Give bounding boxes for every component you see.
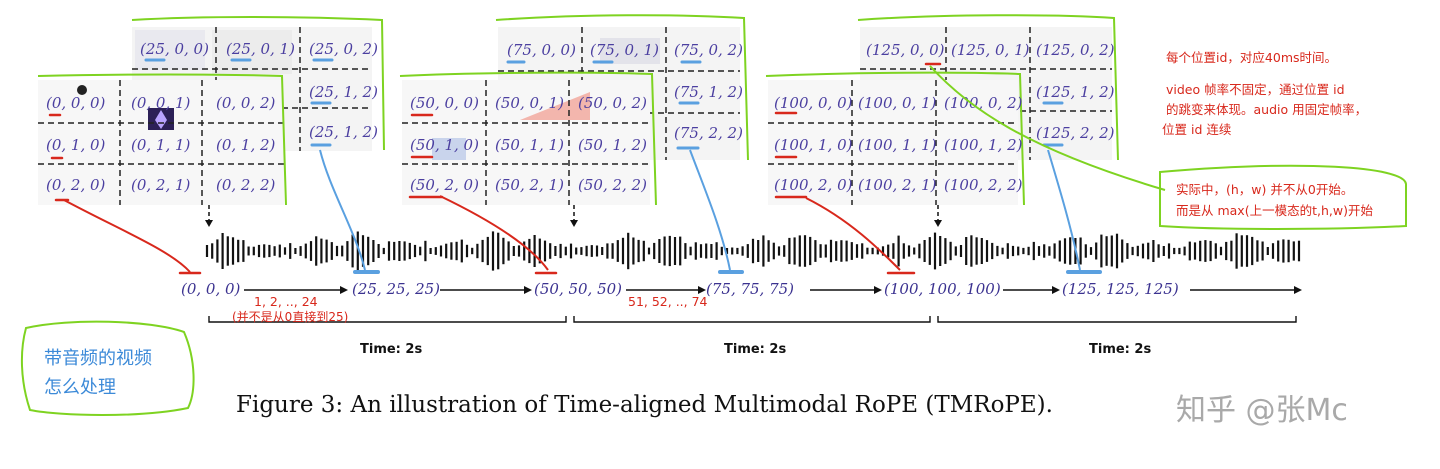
cell-t100-r0-c0: (100, 0, 0) [774,94,853,112]
audio-waveform [205,231,1301,271]
cell-t100-r1-c1: (100, 1, 1) [858,136,937,154]
mid-note-line1: 实际中，(h，w) 并不从0开始。 [1176,182,1353,197]
cell-t100-r1-c0: (100, 1, 0) [774,136,853,154]
cell-t125-r0-c2: (125, 0, 2) [1036,41,1115,59]
cell-t50-r0-c0: (50, 0, 0) [410,94,479,112]
mid-note-line2: 而是从 max(上一模态的t,h,w)开始 [1176,203,1373,218]
cell-t50-r0-c1: (50, 0, 1) [495,94,564,112]
cell-t75-r2-c2: (75, 2, 2) [674,124,743,142]
cell-t50-r0-c2: (50, 0, 2) [578,94,647,112]
cell-t0-r0-c1: (0, 0, 1) [131,94,191,112]
cell-t100-r2-c2: (100, 2, 2) [944,176,1023,194]
cell-t75-r0-c0: (75, 0, 0) [507,41,576,59]
audio-pos-25: (25, 25, 25) [352,280,440,298]
cell-t25-r2-c2: (25, 1, 2) [309,123,378,141]
cell-t25-r0-c0: (25, 0, 0) [140,40,209,58]
red-underlines [48,62,942,202]
video-frame-t0: (0, 0, 0) (0, 0, 1) (0, 0, 2) (0, 1, 0) … [37,73,287,206]
cell-t100-r0-c1: (100, 0, 1) [858,94,937,112]
audio-pos-100: (100, 100, 100) [884,280,1001,298]
cell-t125-r1-c2: (125, 1, 2) [1036,83,1115,101]
audio-pos-125: (125, 125, 125) [1062,280,1179,298]
left-note-outline [20,320,195,416]
right-note-line3: 的跳变来体现。audio 用固定帧率， [1166,102,1367,117]
cell-t0-r0-c0: (0, 0, 0) [46,94,106,112]
video-frame-t50: (50, 0, 0) (50, 0, 1) (50, 0, 2) (50, 1,… [399,71,657,206]
cell-t100-r2-c1: (100, 2, 1) [858,176,937,194]
audio-pos-75: (75, 75, 75) [706,280,794,298]
cell-t0-r1-c1: (0, 1, 1) [131,136,191,154]
cell-t100-r0-c2: (100, 0, 2) [944,94,1023,112]
range-note-1-sub: (并不是从0直接到25) [232,309,348,324]
cell-t75-r0-c1: (75, 0, 1) [590,41,659,59]
cell-t0-r2-c2: (0, 2, 2) [216,176,276,194]
cell-t100-r2-c0: (100, 2, 0) [774,176,853,194]
cell-t75-r0-c2: (75, 0, 2) [674,41,743,59]
right-note-line4: 位置 id 连续 [1162,122,1231,137]
cell-t25-r1-c2: (25, 1, 2) [309,83,378,101]
left-note-line1: 带音频的视频 [44,348,152,369]
right-note: 每个位置id，对应40ms时间。 video 帧率不固定，通过位置 id 的跳变… [1162,50,1367,137]
cell-t75-r1-c2: (75, 1, 2) [674,83,743,101]
watermark: 知乎 @张Mc [1176,393,1348,428]
time-brackets [208,316,1297,323]
annotation-curves [63,65,1166,273]
mid-note-outline [1159,164,1407,230]
cell-t0-r2-c0: (0, 2, 0) [46,176,106,194]
cell-t0-r2-c1: (0, 2, 1) [131,176,191,194]
cell-t0-r0-c2: (0, 0, 2) [216,94,276,112]
time-label-1: Time: 2s [360,342,422,357]
cell-t0-r1-c2: (0, 1, 2) [216,136,276,154]
cell-t25-r0-c1: (25, 0, 1) [226,40,295,58]
right-note-line2: video 帧率不固定，通过位置 id [1166,82,1345,97]
range-note-2: 51, 52, .., 74 [628,294,708,309]
cell-t50-r1-c2: (50, 1, 2) [578,136,647,154]
left-note-line2: 怎么处理 [44,377,116,398]
cell-t125-r0-c1: (125, 0, 1) [951,41,1030,59]
blue-underlines [144,58,1064,150]
audio-pos-0: (0, 0, 0) [181,280,241,298]
cell-t100-r1-c2: (100, 1, 2) [944,136,1023,154]
right-note-line1: 每个位置id，对应40ms时间。 [1166,50,1337,65]
cell-t125-r0-c0: (125, 0, 0) [866,41,945,59]
time-label-3: Time: 2s [1089,342,1151,357]
cell-t25-r0-c2: (25, 0, 2) [309,40,378,58]
cell-t50-r1-c0: (50, 1, 0) [410,136,479,154]
cell-t50-r1-c1: (50, 1, 1) [495,136,564,154]
cell-t50-r2-c1: (50, 2, 1) [495,176,564,194]
figure-caption: Figure 3: An illustration of Time-aligne… [236,392,1053,418]
cell-t0-r1-c0: (0, 1, 0) [46,136,106,154]
frame-drop-arrows [208,205,939,222]
audio-position-ids: (0, 0, 0) (25, 25, 25) (50, 50, 50) (75,… [181,280,1179,298]
video-frame-t100: (100, 0, 0) (100, 0, 1) (100, 0, 2) (100… [765,71,1025,206]
cell-t50-r2-c2: (50, 2, 2) [578,176,647,194]
time-label-2: Time: 2s [724,342,786,357]
cell-t50-r2-c0: (50, 2, 0) [410,176,479,194]
range-note-1: 1, 2, .., 24 [254,294,318,309]
cell-t125-r2-c2: (125, 2, 2) [1036,124,1115,142]
audio-pos-50: (50, 50, 50) [534,280,622,298]
